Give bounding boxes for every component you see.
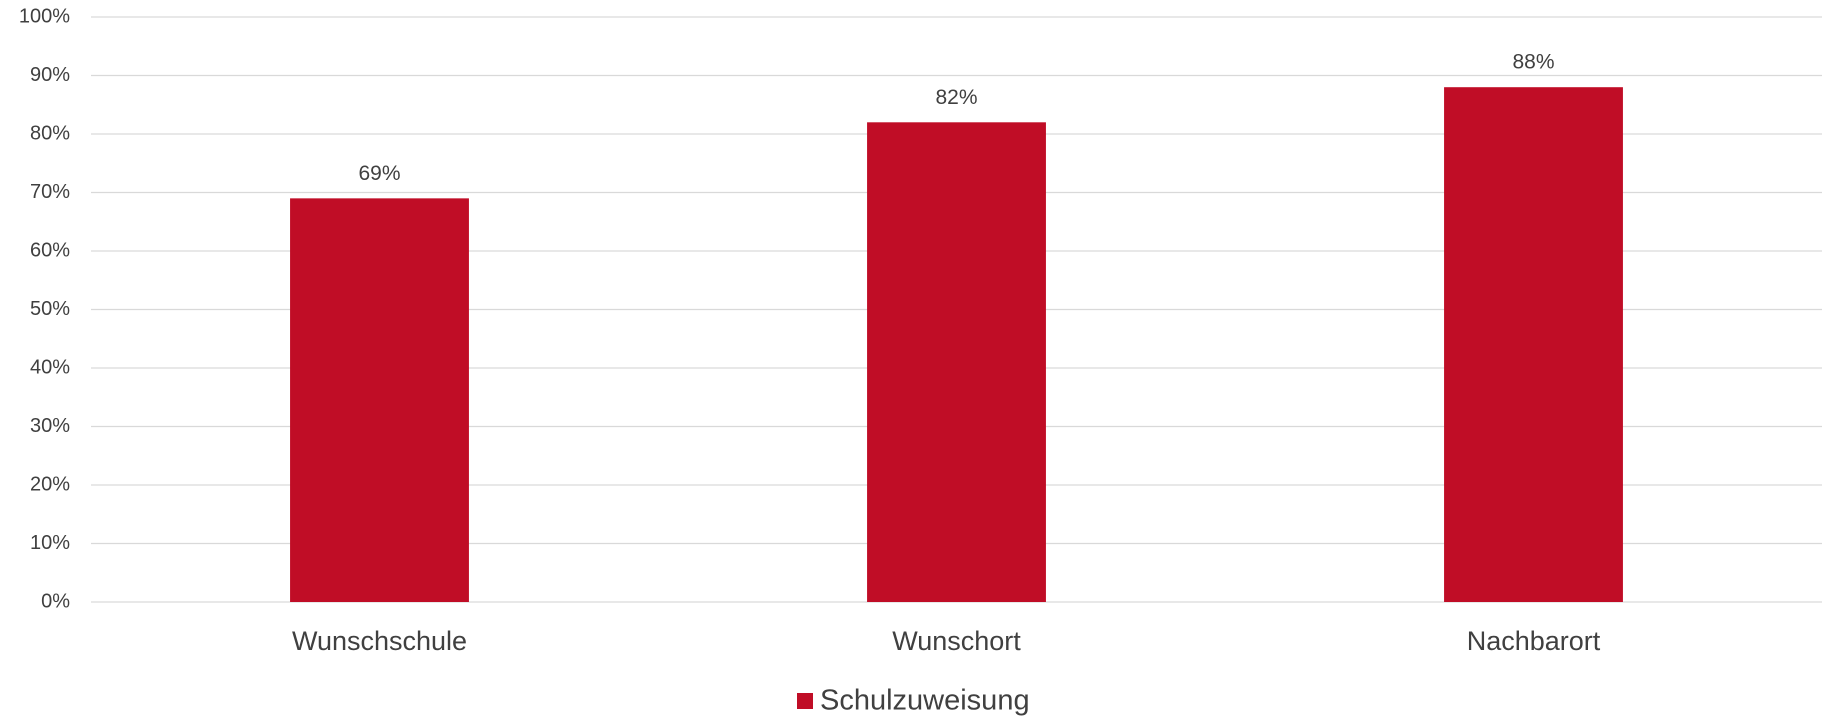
data-label: 82% — [935, 86, 977, 109]
y-tick-label: 0% — [41, 590, 70, 612]
y-tick-label: 20% — [30, 473, 70, 495]
y-tick-label: 10% — [30, 532, 70, 554]
bar — [867, 122, 1046, 603]
data-label: 88% — [1512, 51, 1554, 74]
y-tick-label: 70% — [30, 181, 70, 203]
y-tick-label: 30% — [30, 415, 70, 437]
bar — [1444, 87, 1623, 602]
legend-swatch — [797, 693, 813, 709]
y-tick-label: 90% — [30, 64, 70, 86]
legend-label: Schulzuweisung — [820, 685, 1030, 717]
x-tick-label: Wunschort — [892, 626, 1021, 656]
y-tick-label: 100% — [19, 5, 70, 27]
x-tick-label: Nachbarort — [1467, 626, 1601, 656]
x-tick-label: Wunschschule — [292, 626, 467, 656]
y-tick-label: 50% — [30, 298, 70, 320]
y-tick-label: 80% — [30, 122, 70, 144]
y-tick-label: 60% — [30, 239, 70, 261]
data-label: 69% — [358, 162, 400, 185]
y-tick-label: 40% — [30, 356, 70, 378]
bar — [290, 198, 469, 602]
